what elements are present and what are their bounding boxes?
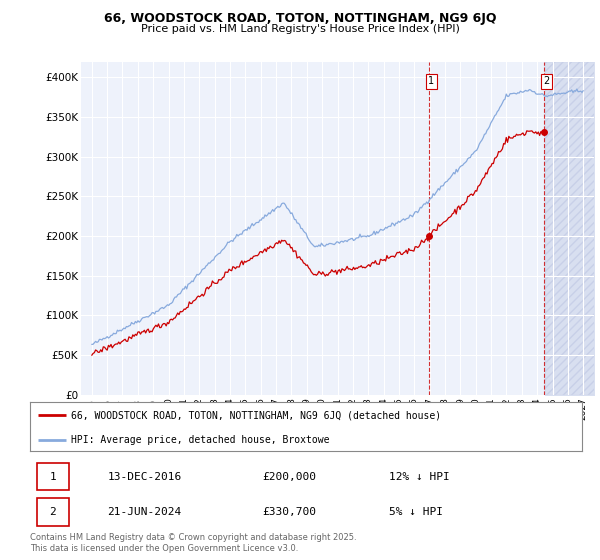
Text: £330,700: £330,700: [262, 507, 316, 517]
Text: Price paid vs. HM Land Registry's House Price Index (HPI): Price paid vs. HM Land Registry's House …: [140, 24, 460, 34]
Text: 21-JUN-2024: 21-JUN-2024: [107, 507, 182, 517]
Text: 1: 1: [49, 472, 56, 482]
Text: 66, WOODSTOCK ROAD, TOTON, NOTTINGHAM, NG9 6JQ (detached house): 66, WOODSTOCK ROAD, TOTON, NOTTINGHAM, N…: [71, 410, 442, 421]
Text: HPI: Average price, detached house, Broxtowe: HPI: Average price, detached house, Brox…: [71, 435, 330, 445]
Text: 2: 2: [49, 507, 56, 517]
Text: 12% ↓ HPI: 12% ↓ HPI: [389, 472, 449, 482]
Text: Contains HM Land Registry data © Crown copyright and database right 2025.
This d: Contains HM Land Registry data © Crown c…: [30, 533, 356, 553]
Text: 5% ↓ HPI: 5% ↓ HPI: [389, 507, 443, 517]
Text: 66, WOODSTOCK ROAD, TOTON, NOTTINGHAM, NG9 6JQ: 66, WOODSTOCK ROAD, TOTON, NOTTINGHAM, N…: [104, 12, 496, 25]
Text: £200,000: £200,000: [262, 472, 316, 482]
Text: 13-DEC-2016: 13-DEC-2016: [107, 472, 182, 482]
FancyBboxPatch shape: [37, 463, 68, 491]
Text: 1: 1: [428, 76, 434, 86]
FancyBboxPatch shape: [37, 498, 68, 526]
Text: 2: 2: [544, 76, 550, 86]
